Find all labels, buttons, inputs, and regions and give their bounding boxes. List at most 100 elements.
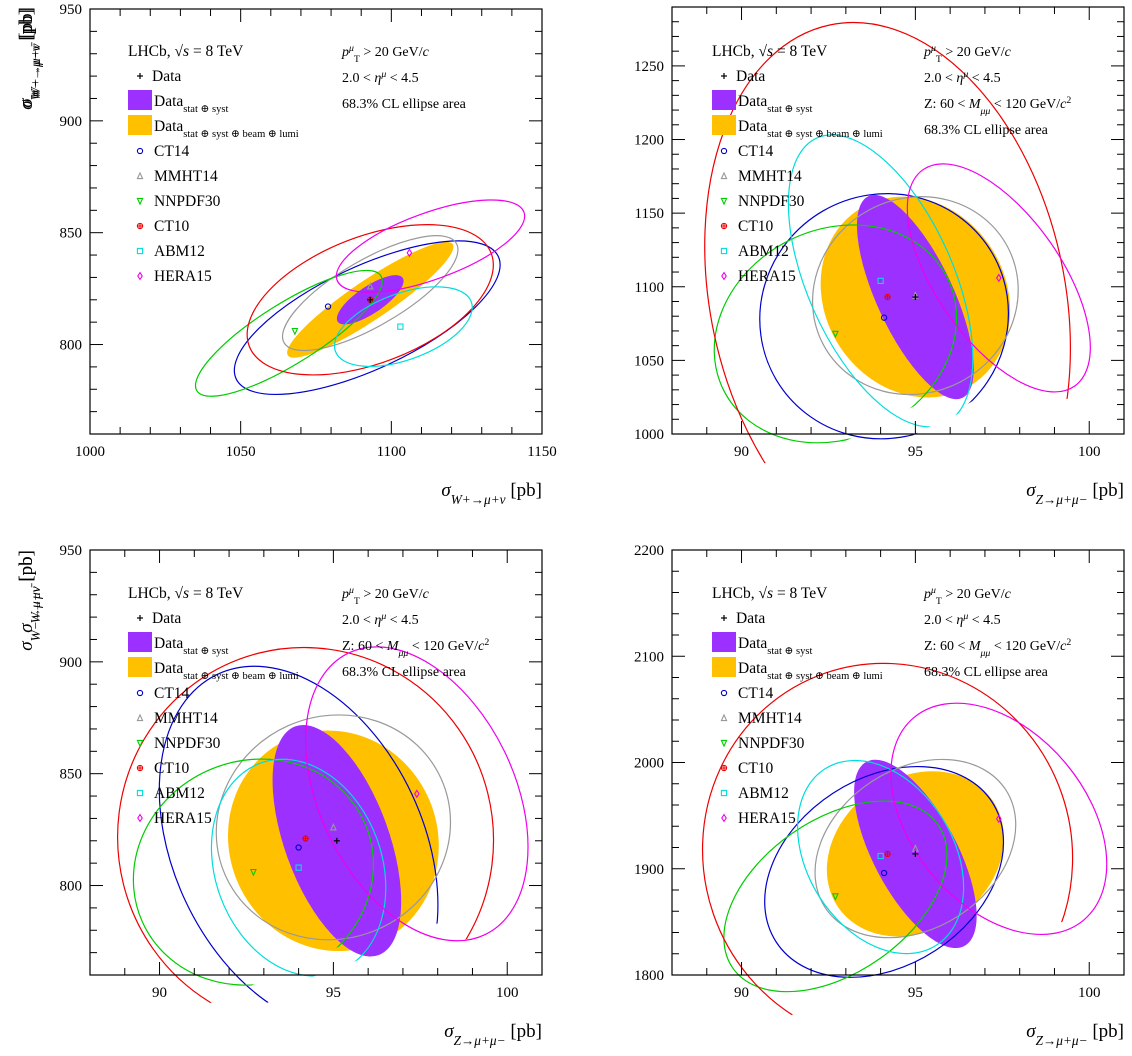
legend-label-data-stat-syst: Datastat ⊕ syst <box>154 93 228 115</box>
ellipse-nnpdf30 <box>723 800 948 993</box>
legend-marker-ct10 <box>720 222 728 230</box>
y-tick-label: 1800 <box>634 968 664 984</box>
legend-label-ct14: CT14 <box>154 685 190 702</box>
cut-annotation: 68.3% CL ellipse area <box>924 665 1049 680</box>
legend-header: LHCb, √s = 8 TeV <box>712 43 828 60</box>
x-tick-label: 1150 <box>527 444 556 460</box>
ellipse-mmht14 <box>281 235 459 352</box>
legend-marker-ct14 <box>720 689 728 697</box>
ellipse-ct10 <box>117 646 495 1024</box>
legend-marker-data <box>137 615 143 621</box>
legend-marker-nnpdf30 <box>136 739 144 748</box>
legend-label-abm12: ABM12 <box>154 785 205 802</box>
legend-label-data-stat-syst: Datastat ⊕ syst <box>738 635 812 657</box>
y-tick-label: 1000 <box>634 427 664 443</box>
legend-label-data: Data <box>152 610 181 627</box>
legend-label-mmht14: MMHT14 <box>738 710 802 727</box>
legend-label-nnpdf30: NNPDF30 <box>154 193 221 210</box>
y-tick-label: 950 <box>60 2 83 18</box>
x-tick-label: 100 <box>1078 985 1101 1001</box>
legend-marker-ct10 <box>136 764 144 772</box>
x-tick-label: 1050 <box>226 444 256 460</box>
x-tick-label: 90 <box>734 444 749 460</box>
point-ct10 <box>302 835 309 842</box>
cut-annotation: pμT > 20 GeV/c <box>341 43 430 65</box>
y-tick-label: 800 <box>60 879 83 895</box>
chart-panel-3: 90 95 100 800 850 900 950 σZ→μ+μ− [pb] σW−→μ−ν̄ … <box>16 543 543 1048</box>
y-tick-label: 1900 <box>634 862 664 878</box>
legend-label-data-stat-syst: Datastat ⊕ syst <box>154 635 228 657</box>
legend-marker-hera15 <box>721 813 727 823</box>
x-tick-label: 100 <box>1078 444 1101 460</box>
x-axis-label: σW+→μ+ν [pb] <box>441 480 542 507</box>
point-ct10 <box>884 293 891 301</box>
legend-marker-data <box>721 615 727 621</box>
cut-annotation: 2.0 < ημ < 4.5 <box>342 69 419 87</box>
point-hera15 <box>406 248 413 258</box>
point-abm12 <box>877 852 884 860</box>
legend-label-data-stat-syst-beam-lumi: Datastat ⊕ syst ⊕ beam ⊕ lumi <box>154 118 299 140</box>
legend-header: LHCb, √s = 8 TeV <box>712 585 828 602</box>
legend-label-data: Data <box>152 68 181 85</box>
legend-label-ct14: CT14 <box>738 143 774 160</box>
y-tick-label: 2200 <box>634 543 664 559</box>
y-tick-label: 2100 <box>634 649 664 665</box>
cut-annotation: 68.3% CL ellipse area <box>342 97 467 112</box>
legend-marker-abm12 <box>720 247 728 255</box>
x-tick-label: 1000 <box>75 444 105 460</box>
legend-label-ct14: CT14 <box>154 143 190 160</box>
legend-marker-ct14 <box>136 147 144 155</box>
legend-header: LHCb, √s = 8 TeV <box>128 585 244 602</box>
x-tick-label: 90 <box>734 985 749 1001</box>
cut-annotation: Z: 60 < Mμμ < 120 GeV/c2 <box>342 637 489 659</box>
ellipse-abm12 <box>333 286 473 368</box>
y-axis-label: σW+→μ+ν [pb] <box>16 7 43 108</box>
y-tick-label: 850 <box>60 767 83 783</box>
axes-frame <box>89 8 543 435</box>
x-axis-label: σZ→μ+μ− [pb] <box>444 1021 542 1048</box>
chart-panel-1: 1000 1050 1100 1150 800 850 900 950 σW+→μ+ν [pb]… <box>16 2 557 507</box>
legend-marker-mmht14 <box>136 713 144 722</box>
cut-annotation: 2.0 < ημ < 4.5 <box>924 611 1001 629</box>
legend-label-data-stat-syst-beam-lumi: Datastat ⊕ syst ⊕ beam ⊕ lumi <box>738 660 883 682</box>
x-tick-label: 95 <box>326 985 341 1001</box>
point-abm12 <box>397 323 404 330</box>
cut-annotation: Z: 60 < Mμμ < 120 GeV/c2 <box>924 95 1071 117</box>
y-tick-label: 950 <box>60 543 83 559</box>
legend-label-data: Data <box>736 68 765 85</box>
legend-swatch-data-stat-syst-beam-lumi <box>128 115 152 135</box>
legend-marker-ct10 <box>136 222 144 230</box>
legend-label-nnpdf30: NNPDF30 <box>738 193 805 210</box>
point-ct14 <box>295 844 302 851</box>
legend-marker-ct10 <box>720 764 728 772</box>
point-data <box>367 296 374 303</box>
x-tick-label: 90 <box>152 985 167 1001</box>
legend-label-mmht14: MMHT14 <box>738 168 802 185</box>
legend-label-mmht14: MMHT14 <box>154 710 218 727</box>
y-axis-label: σW−→μ−ν̄ [pb] <box>16 550 43 651</box>
point-nnpdf30 <box>291 327 299 336</box>
y-tick-label: 1150 <box>635 206 664 222</box>
legend-label-data-stat-syst: Datastat ⊕ syst <box>738 93 812 115</box>
y-tick-label: 1050 <box>634 353 664 369</box>
legend: LHCb, √s = 8 TeV Data Datastat ⊕ syst Datas… <box>712 43 1071 285</box>
point-ct14 <box>880 314 888 321</box>
point-data <box>333 837 340 844</box>
x-tick-label: 95 <box>908 985 923 1001</box>
y-tick-label: 2000 <box>634 756 664 772</box>
axes-frame <box>89 549 543 976</box>
cut-annotation: pμT > 20 GeV/c <box>341 585 430 607</box>
point-nnpdf30 <box>831 330 839 339</box>
point-nnpdf30 <box>249 868 257 877</box>
legend: LHCb, √s = 8 TeV Data Datastat ⊕ syst Datas… <box>128 43 467 285</box>
cut-annotation: pμT > 20 GeV/c <box>923 585 1012 607</box>
legend-label-mmht14: MMHT14 <box>154 168 218 185</box>
legend-swatch-data-stat-syst-beam-lumi <box>712 657 736 677</box>
legend-marker-ct14 <box>136 689 144 697</box>
legend-swatch-data-stat-syst <box>128 632 152 652</box>
legend-label-ct10: CT10 <box>738 760 774 777</box>
ellipse-hera15 <box>890 702 1108 936</box>
legend-label-abm12: ABM12 <box>154 243 205 260</box>
legend-label-abm12: ABM12 <box>738 243 789 260</box>
